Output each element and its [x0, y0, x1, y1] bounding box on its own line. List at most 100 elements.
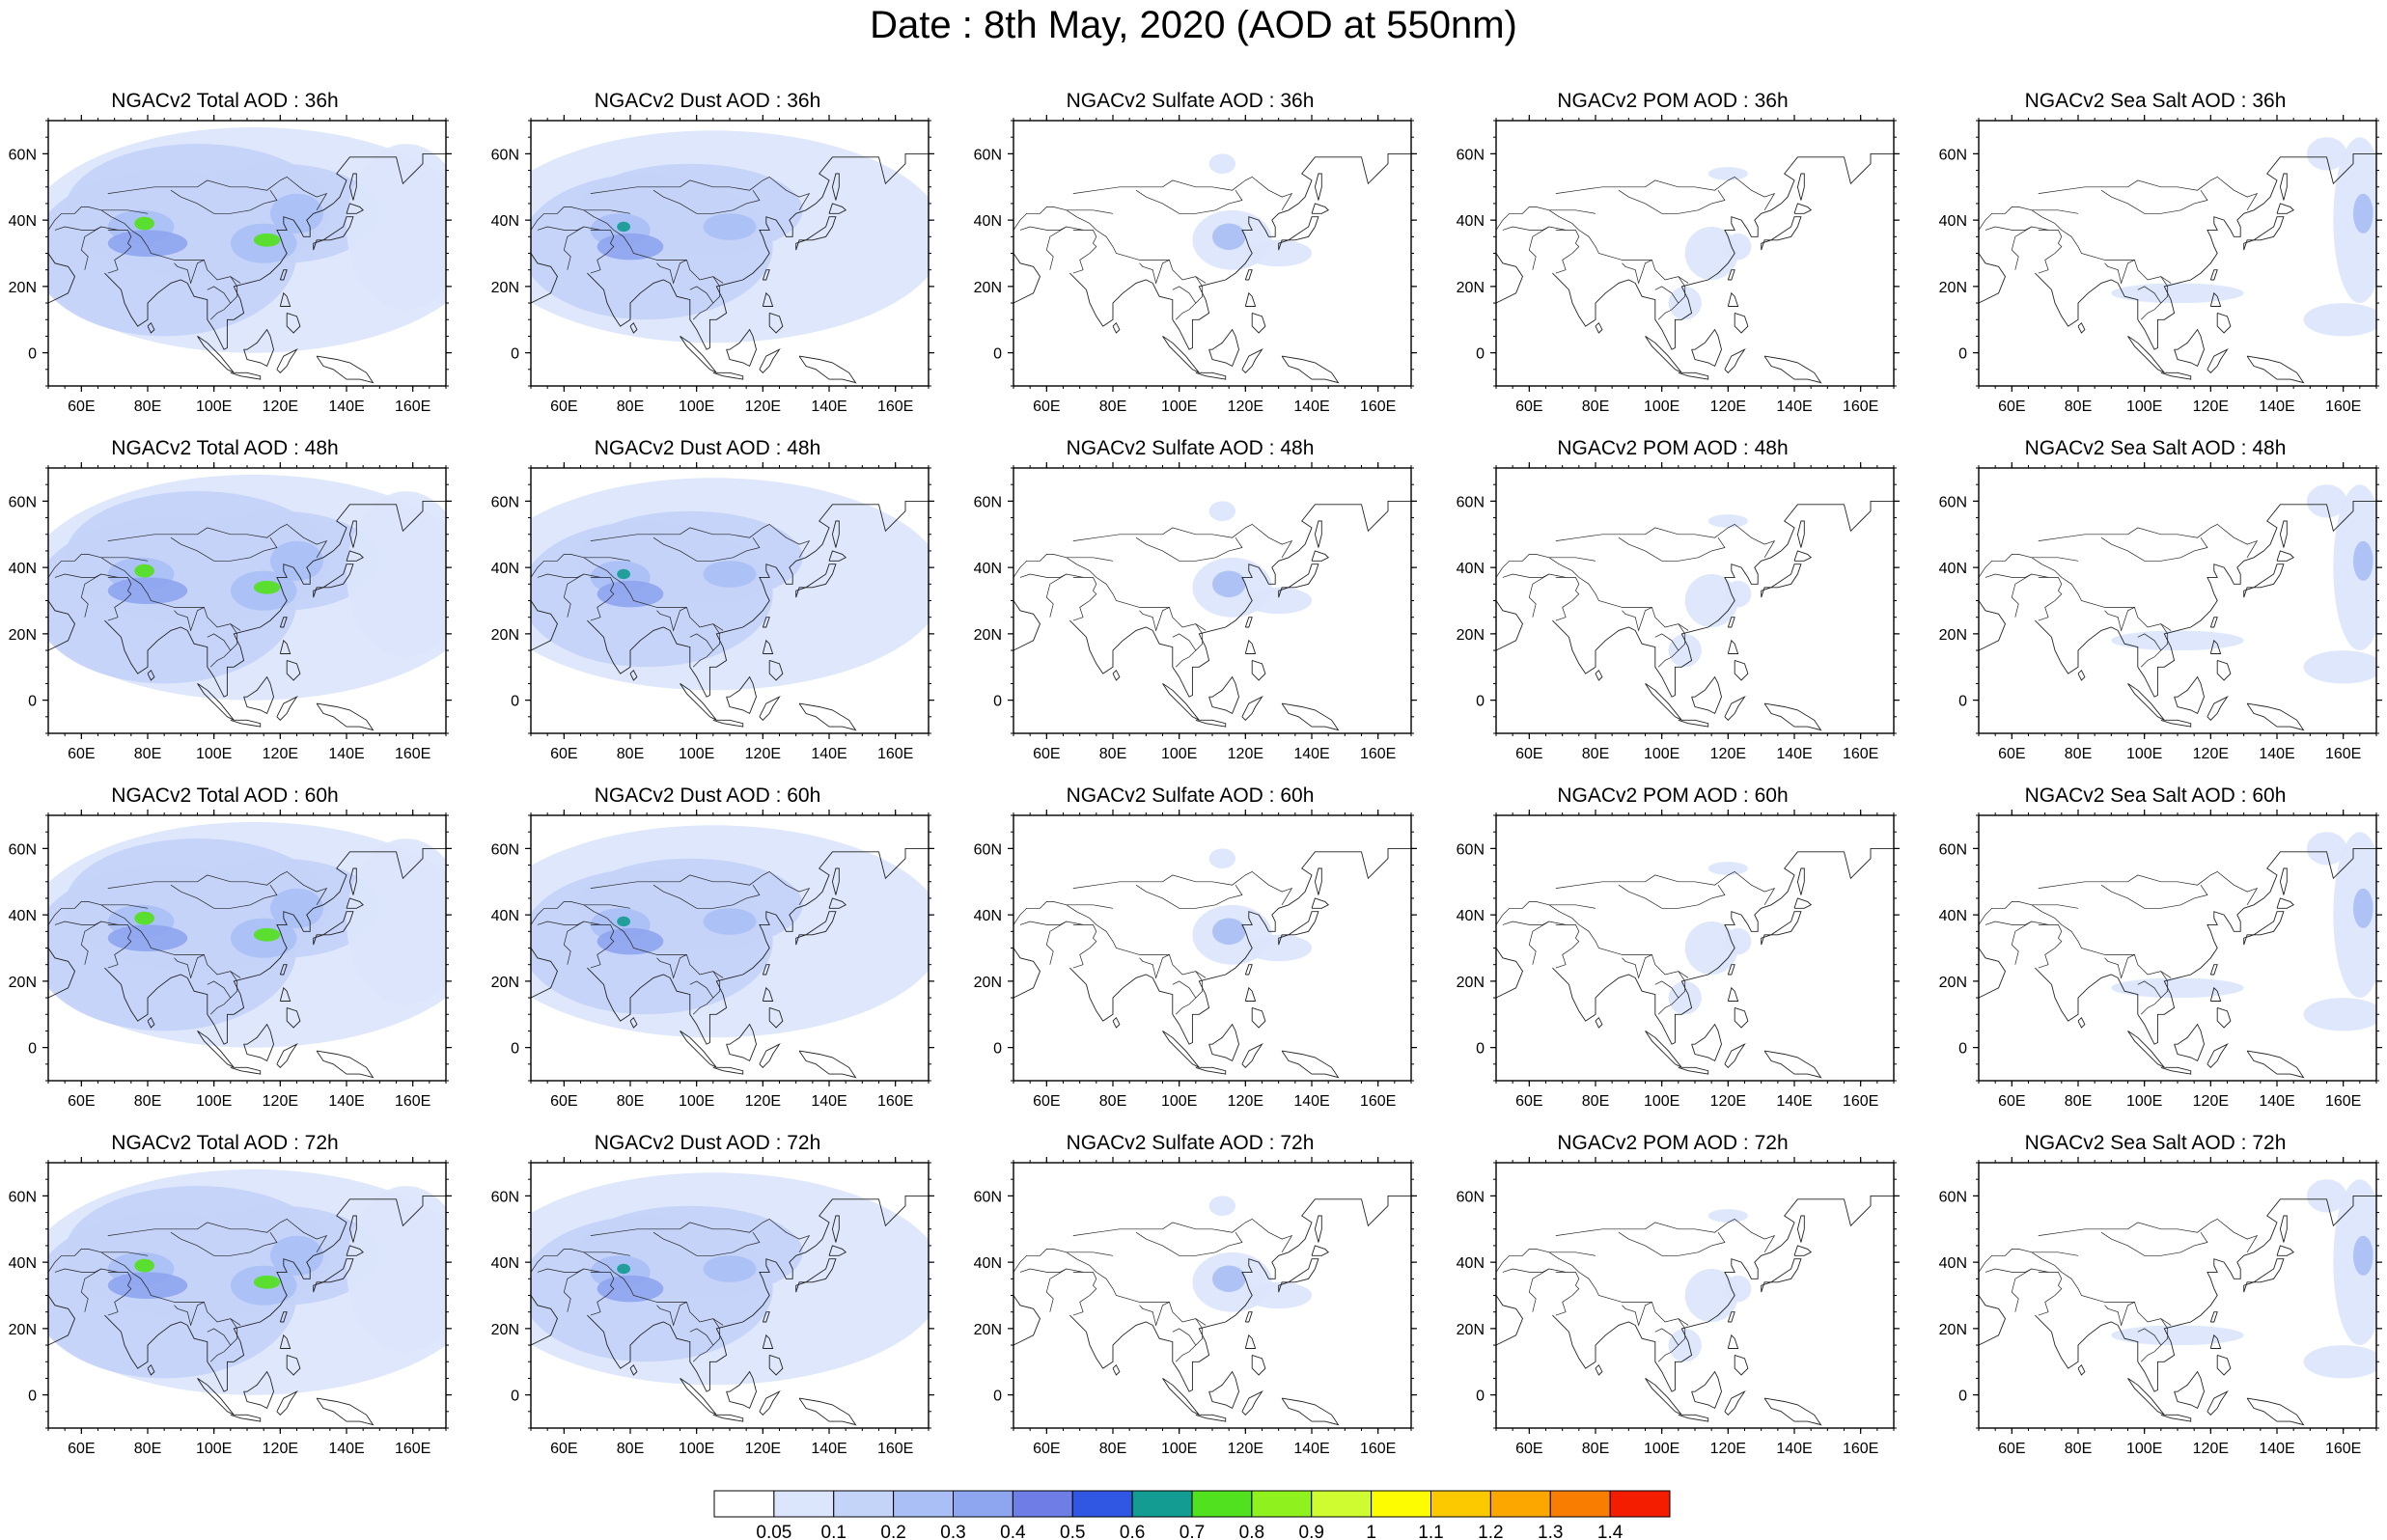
aod-map: 60E 80E 100E 120E 140E 160E 0 20N 40N 60N — [491, 462, 934, 762]
coastlines — [531, 484, 929, 731]
y-tick-label: 20N — [1457, 627, 1485, 644]
aod-map: 60E 80E 100E 120E 140E 160E 0 20N 40N 60N — [1939, 462, 2382, 762]
colorbar-swatch — [773, 1490, 835, 1518]
x-tick-label: 120E — [1710, 746, 1746, 762]
colorbar-swatch — [833, 1490, 895, 1518]
y-tick-label: 20N — [974, 627, 1002, 644]
y-tick-label: 40N — [491, 908, 519, 924]
aod-map: 60E 80E 100E 120E 140E 160E 0 20N 40N 60N — [974, 115, 1417, 415]
y-tick-label: 20N — [1457, 1322, 1485, 1338]
y-tick-label: 20N — [974, 975, 1002, 991]
x-tick-label: 60E — [1033, 1441, 1060, 1457]
coastlines — [48, 832, 446, 1079]
x-tick-label: 160E — [877, 399, 913, 415]
x-tick-label: 140E — [2259, 1093, 2294, 1110]
coastlines — [48, 484, 446, 731]
panel-title: NGACv2 POM AOD : 36h — [1557, 90, 1789, 112]
panel-title: NGACv2 Sulfate AOD : 60h — [1066, 784, 1315, 807]
aod-map: 60E 80E 100E 120E 140E 160E 0 20N 40N 60N — [974, 462, 1417, 762]
x-tick-label: 60E — [1998, 1093, 2025, 1110]
x-tick-label: 80E — [2065, 746, 2092, 762]
x-tick-label: 100E — [1161, 1441, 1197, 1457]
coastlines — [531, 832, 929, 1079]
y-tick-label: 40N — [9, 561, 37, 577]
aod-map: 60E 80E 100E 120E 140E 160E 0 20N 40N 60N — [974, 1157, 1417, 1457]
y-tick-label: 60N — [1457, 1189, 1485, 1205]
coastlines — [1013, 1179, 1411, 1426]
aod-map: 60E 80E 100E 120E 140E 160E 0 20N 40N 60N — [491, 115, 934, 415]
x-tick-label: 160E — [2325, 399, 2361, 415]
x-tick-label: 160E — [1843, 1093, 1878, 1110]
panel-title: NGACv2 Total AOD : 60h — [111, 784, 339, 807]
y-tick-label: 40N — [974, 561, 1002, 577]
x-tick-label: 120E — [263, 1093, 298, 1110]
x-tick-label: 60E — [68, 746, 95, 762]
y-tick-label: 40N — [1457, 908, 1485, 924]
y-tick-label: 40N — [491, 1255, 519, 1272]
y-tick-label: 60N — [1939, 841, 1967, 858]
y-tick-label: 20N — [1457, 280, 1485, 296]
aod-map: 60E 80E 100E 120E 140E 160E 0 20N 40N 60N — [1457, 115, 1900, 415]
y-tick-label: 60N — [974, 1189, 1002, 1205]
y-tick-label: 20N — [1939, 280, 1967, 296]
x-tick-label: 120E — [1228, 746, 1263, 762]
y-tick-label: 0 — [993, 694, 1002, 710]
y-tick-label: 20N — [1939, 1322, 1967, 1338]
y-tick-label: 20N — [491, 1322, 519, 1338]
y-tick-label: 60N — [491, 841, 519, 858]
y-tick-label: 0 — [1476, 1389, 1485, 1405]
x-tick-label: 140E — [328, 746, 364, 762]
coastlines — [1979, 137, 2376, 384]
y-tick-label: 20N — [9, 1322, 37, 1338]
y-tick-label: 20N — [1939, 627, 1967, 644]
y-tick-label: 60N — [974, 147, 1002, 163]
y-tick-label: 0 — [993, 346, 1002, 363]
x-tick-label: 100E — [2126, 1093, 2162, 1110]
colorbar-label: 1.1 — [1418, 1523, 1443, 1540]
colorbar-label: 1 — [1366, 1523, 1376, 1540]
panel-title: NGACv2 Total AOD : 48h — [111, 437, 339, 459]
coastlines — [1013, 484, 1411, 731]
y-tick-label: 0 — [511, 694, 519, 710]
colorbar-swatch — [1430, 1490, 1491, 1518]
x-tick-label: 160E — [395, 1093, 430, 1110]
y-tick-label: 60N — [974, 841, 1002, 858]
y-tick-label: 20N — [9, 627, 37, 644]
map-panel: NGACv2 Dust AOD : 60h 60E 80E 100E 120E 140E 1… — [481, 784, 934, 1122]
x-tick-label: 140E — [1293, 1093, 1329, 1110]
colorbar-label: 0.6 — [1120, 1523, 1145, 1540]
panel-title: NGACv2 Total AOD : 72h — [111, 1132, 339, 1154]
x-tick-label: 100E — [196, 1093, 232, 1110]
x-tick-label: 60E — [1998, 399, 2025, 415]
colorbar-label: 0.05 — [756, 1523, 791, 1540]
x-tick-label: 80E — [1582, 1441, 1609, 1457]
x-tick-label: 120E — [263, 399, 298, 415]
aod-map: 60E 80E 100E 120E 140E 160E 0 20N 40N 60N — [9, 115, 452, 415]
map-panel: NGACv2 Sulfate AOD : 48h 60E 80E 100E 120E 14… — [963, 437, 1417, 775]
panel-title: NGACv2 Dust AOD : 60h — [594, 784, 821, 807]
coastlines — [1979, 1179, 2376, 1426]
colorbar-label: 0.1 — [821, 1523, 847, 1540]
colorbar: 0.05 0.1 0.2 0.3 0.4 0.5 0.6 0.7 0.8 0.9 1 1.1 1.2 1.… — [713, 1490, 1671, 1540]
colorbar-swatch — [1012, 1490, 1073, 1518]
x-tick-label: 120E — [2193, 399, 2229, 415]
x-tick-label: 140E — [811, 746, 847, 762]
y-tick-label: 40N — [974, 1255, 1002, 1272]
colorbar-label: 0.2 — [880, 1523, 905, 1540]
x-tick-label: 140E — [1776, 1441, 1812, 1457]
panel-title: NGACv2 Sea Salt AOD : 60h — [2024, 784, 2287, 807]
colorbar-swatch — [1191, 1490, 1253, 1518]
panel-title: NGACv2 Sea Salt AOD : 36h — [2024, 90, 2287, 112]
colorbar-swatch — [1371, 1490, 1431, 1518]
x-tick-label: 60E — [550, 399, 577, 415]
panel-title: NGACv2 Sulfate AOD : 48h — [1066, 437, 1315, 459]
y-tick-label: 60N — [491, 494, 519, 510]
figure-title: Date : 8th May, 2020 (AOD at 550nm) — [870, 4, 1517, 46]
colorbar-label: 0.8 — [1239, 1523, 1264, 1540]
x-tick-label: 140E — [811, 399, 847, 415]
coastlines — [1496, 1179, 1894, 1426]
map-panel: NGACv2 POM AOD : 36h 60E 80E 100E 120E 140E 16… — [1446, 90, 1900, 427]
x-tick-label: 80E — [617, 1441, 644, 1457]
y-tick-label: 40N — [491, 213, 519, 230]
x-tick-label: 100E — [196, 1441, 232, 1457]
